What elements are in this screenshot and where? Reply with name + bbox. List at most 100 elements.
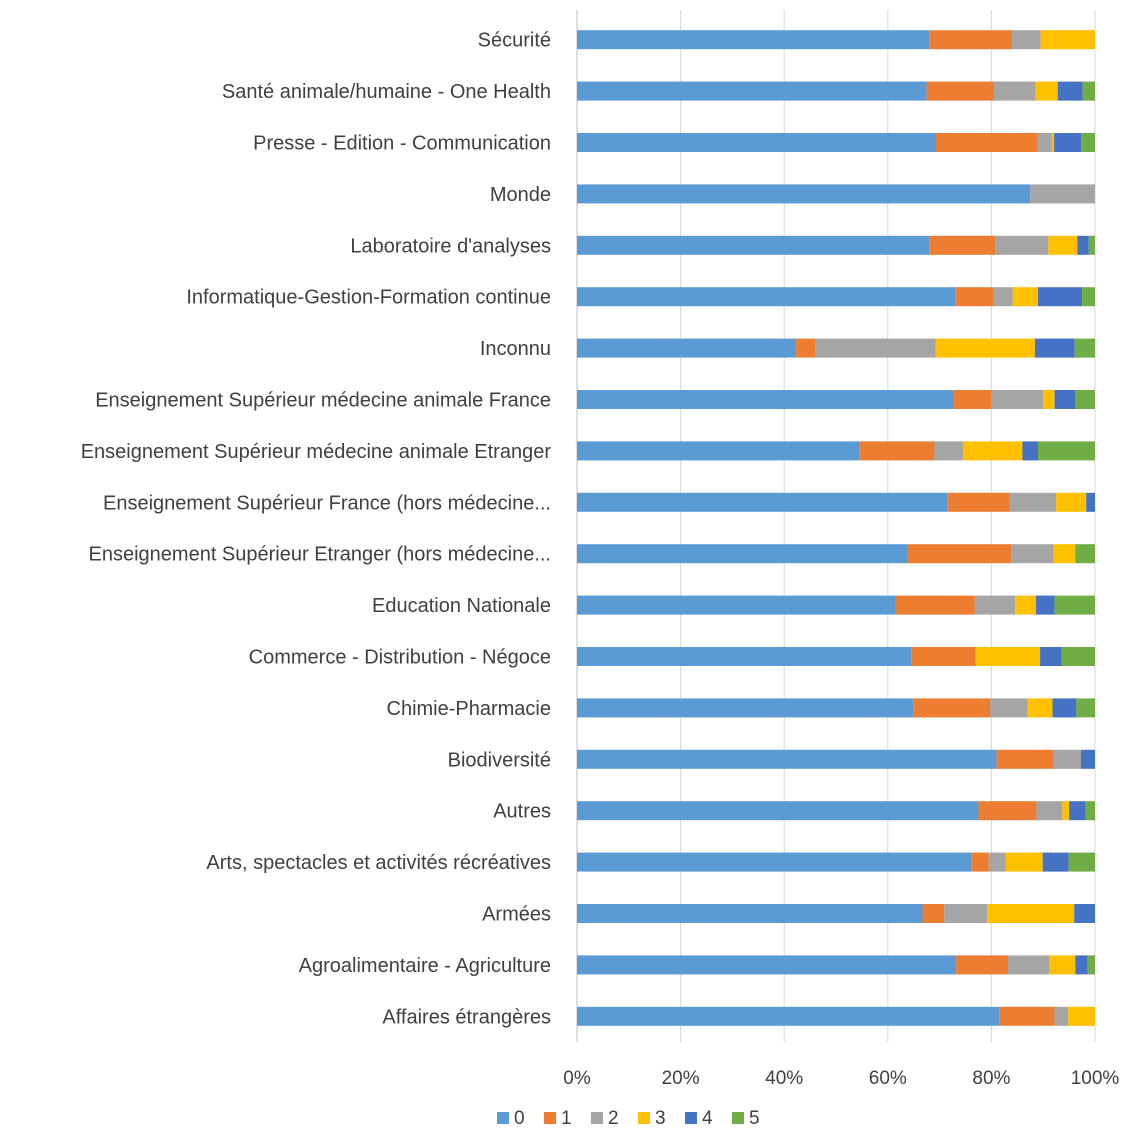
bar-segment bbox=[577, 698, 914, 718]
bar-segment bbox=[1043, 390, 1055, 409]
bar-segment bbox=[935, 133, 1037, 152]
bar-segment bbox=[1075, 544, 1095, 564]
category-label: Commerce - Distribution - Négoce bbox=[249, 647, 551, 669]
bar-segment bbox=[1022, 441, 1039, 461]
bar-segment bbox=[1056, 492, 1087, 512]
bar-segment bbox=[1054, 133, 1082, 152]
bar-segment bbox=[577, 904, 923, 923]
category-label: Enseignement Supérieur médecine animale … bbox=[95, 390, 551, 412]
category-label: Education Nationale bbox=[372, 595, 551, 617]
bar-segment bbox=[1027, 698, 1053, 718]
bar-segment bbox=[1053, 749, 1082, 769]
x-axis-tick-labels: 0% 20% 40% 60% 80% 100% bbox=[563, 1068, 1119, 1089]
bar-segment bbox=[1035, 81, 1058, 101]
legend-label: 4 bbox=[702, 1108, 713, 1129]
bar-segment bbox=[577, 801, 979, 821]
bar-segment bbox=[971, 852, 989, 872]
category-label: Informatique-Gestion-Formation continue bbox=[186, 287, 551, 309]
bar-segment bbox=[1042, 852, 1069, 872]
bar-segment bbox=[1081, 133, 1095, 152]
bar-segment bbox=[577, 955, 957, 975]
category-label: Santé animale/humaine - One Health bbox=[222, 81, 551, 103]
bar-segment bbox=[859, 441, 935, 461]
bar-segment bbox=[577, 390, 954, 409]
bar-segment bbox=[1036, 801, 1063, 821]
bar-segment bbox=[1057, 81, 1083, 101]
bar-segment bbox=[577, 1006, 1000, 1026]
bar-segment bbox=[926, 81, 994, 101]
bar-segment bbox=[1068, 852, 1095, 872]
category-label: Arts, spectacles et activités récréative… bbox=[206, 852, 551, 874]
bar-segment bbox=[577, 235, 930, 255]
bar-segment bbox=[993, 81, 1036, 101]
bar-segment bbox=[815, 338, 936, 358]
x-tick-label: 100% bbox=[1071, 1068, 1120, 1089]
bar-segment bbox=[955, 287, 994, 307]
bar-segment bbox=[1054, 595, 1095, 615]
legend-swatch bbox=[544, 1112, 556, 1124]
bars bbox=[577, 30, 1095, 1026]
category-labels: Sécurité Santé animale/humaine - One Heal… bbox=[81, 30, 552, 1029]
bar-segment bbox=[975, 647, 1041, 666]
bar-segment bbox=[1012, 287, 1039, 307]
x-tick-label: 80% bbox=[972, 1068, 1010, 1089]
category-label: Enseignement Supérieur médecine animale … bbox=[81, 441, 552, 463]
bar-segment bbox=[1085, 801, 1095, 821]
bar-segment bbox=[907, 544, 1012, 564]
legend-swatch bbox=[497, 1112, 509, 1124]
bar-segment bbox=[796, 338, 816, 358]
bar-segment bbox=[999, 1006, 1055, 1026]
bar-segment bbox=[1061, 647, 1095, 666]
bar-segment bbox=[577, 595, 896, 615]
bar-segment bbox=[1035, 595, 1055, 615]
bar-segment bbox=[1038, 287, 1083, 307]
bar-segment bbox=[577, 441, 860, 461]
bar-segment bbox=[993, 287, 1013, 307]
x-tick-label: 0% bbox=[563, 1068, 591, 1089]
bar-segment bbox=[1005, 852, 1043, 872]
bar-segment bbox=[1082, 81, 1095, 101]
bar-segment bbox=[991, 390, 1044, 409]
x-tick-label: 40% bbox=[765, 1068, 803, 1089]
bar-segment bbox=[1007, 955, 1050, 975]
category-label: Enseignement Supérieur France (hors méde… bbox=[103, 492, 551, 514]
bar-segment bbox=[577, 184, 1031, 204]
legend-label: 1 bbox=[561, 1108, 572, 1129]
bar-segment bbox=[577, 133, 936, 152]
category-label: Presse - Edition - Communication bbox=[253, 133, 551, 155]
legend-swatch bbox=[685, 1112, 697, 1124]
bar-segment bbox=[1077, 235, 1089, 255]
legend-swatch bbox=[732, 1112, 744, 1124]
bar-segment bbox=[956, 955, 1008, 975]
bar-segment bbox=[1054, 390, 1076, 409]
bar-segment bbox=[1075, 955, 1088, 975]
bar-segment bbox=[1051, 133, 1055, 152]
bar-segment bbox=[1076, 698, 1095, 718]
bar-segment bbox=[577, 749, 997, 769]
legend-label: 3 bbox=[655, 1108, 666, 1129]
bar-segment bbox=[1054, 1006, 1069, 1026]
bar-segment bbox=[895, 595, 975, 615]
legend-label: 5 bbox=[749, 1108, 760, 1129]
category-label: Laboratoire d'analyses bbox=[350, 235, 551, 257]
x-tick-label: 60% bbox=[869, 1068, 907, 1089]
category-label: Armées bbox=[482, 904, 551, 926]
bar-segment bbox=[1009, 492, 1057, 512]
bar-segment bbox=[911, 647, 976, 666]
legend-label: 0 bbox=[514, 1108, 525, 1129]
bar-segment bbox=[1034, 338, 1075, 358]
x-tick-label: 20% bbox=[662, 1068, 700, 1089]
bar-segment bbox=[947, 492, 1010, 512]
bar-segment bbox=[1040, 30, 1095, 50]
bar-segment bbox=[1087, 955, 1095, 975]
bar-segment bbox=[1030, 184, 1095, 204]
bar-segment bbox=[577, 81, 927, 101]
category-label: Autres bbox=[493, 801, 551, 823]
category-label: Monde bbox=[490, 184, 551, 206]
bar-segment bbox=[974, 595, 1016, 615]
bar-segment bbox=[944, 904, 988, 923]
bar-segment bbox=[953, 390, 992, 409]
bar-segment bbox=[1075, 390, 1095, 409]
legend-swatch bbox=[591, 1112, 603, 1124]
